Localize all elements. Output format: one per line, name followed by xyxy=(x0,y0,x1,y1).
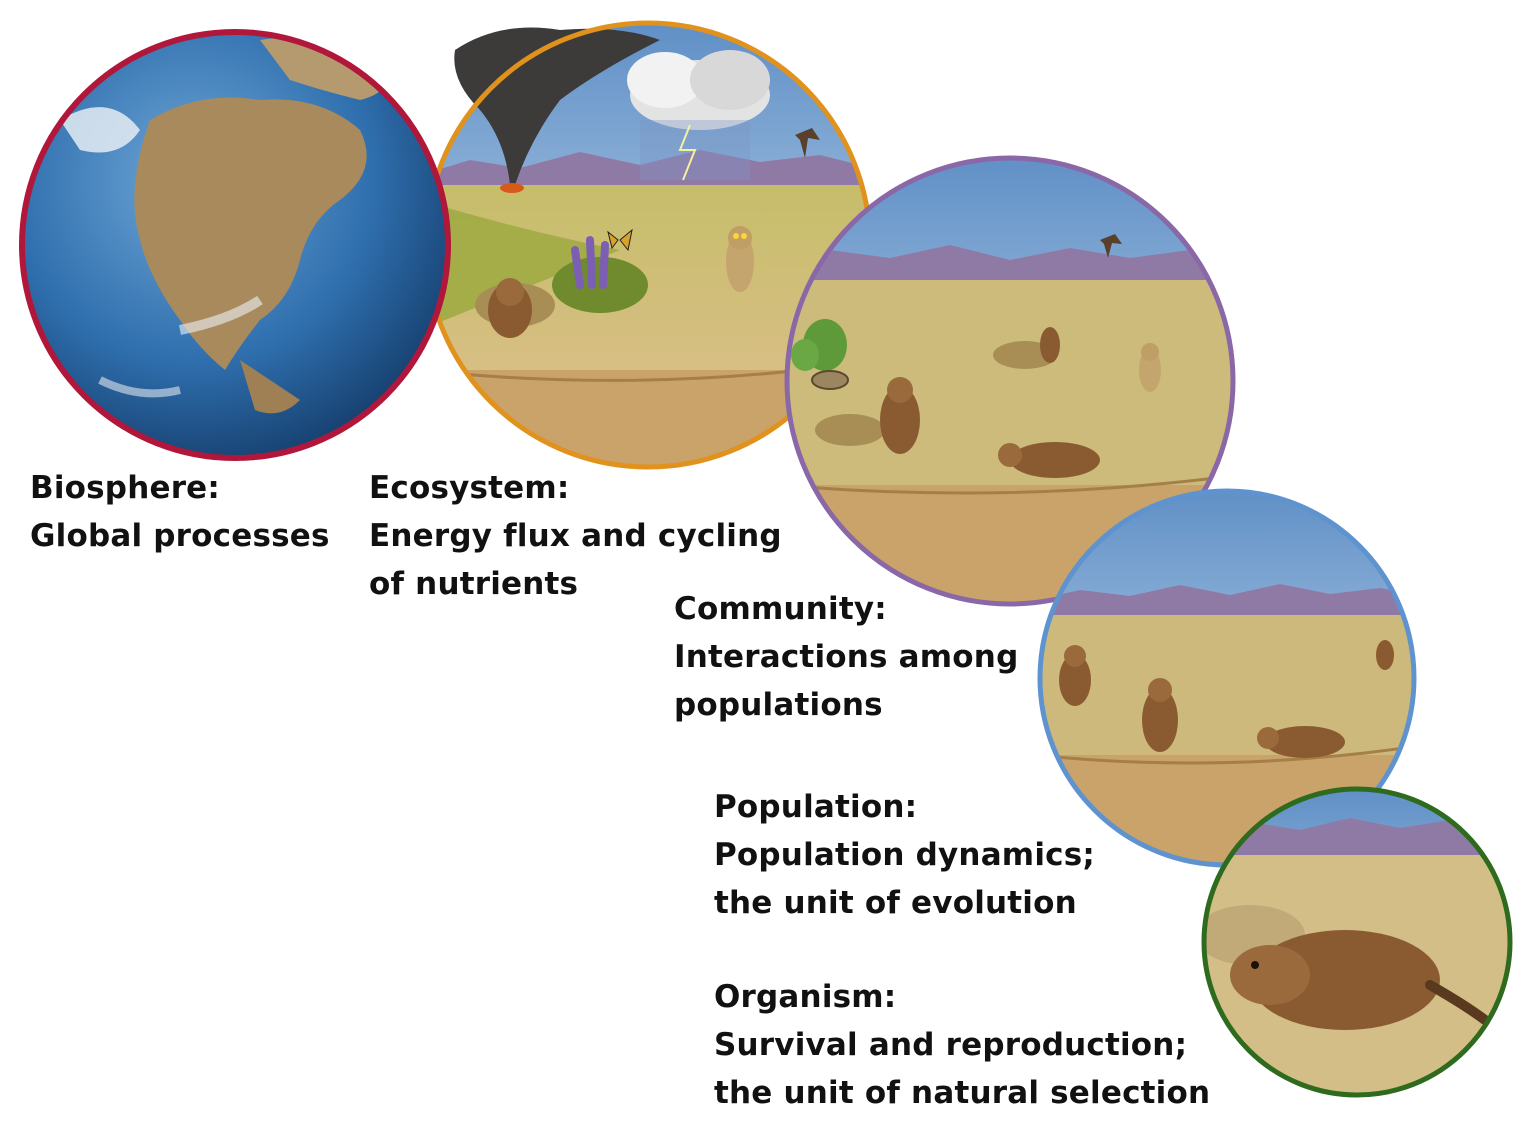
prairie-dog-icon xyxy=(880,327,1100,478)
population-title: Population: xyxy=(714,789,918,825)
hawk-icon xyxy=(1100,234,1122,258)
cactus-icon xyxy=(791,319,847,371)
biosphere-description-line-1: Global processes xyxy=(30,518,330,554)
prairie-dog-icon xyxy=(1230,930,1490,1030)
population-description-line-2: the unit of evolution xyxy=(714,885,1077,921)
organism-circle xyxy=(1201,786,1513,1098)
lupine-shrub xyxy=(552,236,648,313)
prairie-dog-icon xyxy=(488,278,532,338)
community-ring xyxy=(784,155,1236,607)
ecosystem-description-line-2: of nutrients xyxy=(369,566,579,602)
organism-description-line-1: Survival and reproduction; xyxy=(714,1027,1188,1063)
biosphere-title: Biosphere: xyxy=(30,470,220,506)
tornado-icon xyxy=(454,27,660,193)
hawk-icon xyxy=(795,128,820,158)
prairie-dog-icon xyxy=(1059,640,1394,758)
community-description-line-1: Interactions among xyxy=(674,639,1019,675)
organism-description-line-2: the unit of natural selection xyxy=(714,1075,1211,1111)
butterfly-icon xyxy=(607,228,633,252)
population-label: Population: Population dynamics; the uni… xyxy=(714,783,1095,927)
population-description-line-1: Population dynamics; xyxy=(714,837,1095,873)
storm-cloud-icon xyxy=(627,50,770,181)
community-title: Community: xyxy=(674,591,887,627)
owl-icon xyxy=(726,226,754,292)
ecosystem-description-line-1: Energy flux and cycling xyxy=(369,518,782,554)
ecosystem-title: Ecosystem: xyxy=(369,470,570,506)
organism-label: Organism: Survival and reproduction; the… xyxy=(714,973,1210,1117)
globe-icon xyxy=(60,37,387,414)
snake-icon xyxy=(811,370,849,390)
biosphere-label: Biosphere: Global processes xyxy=(30,464,330,560)
community-label: Community: Interactions among population… xyxy=(674,585,1018,729)
biosphere-ring xyxy=(19,29,451,461)
owl-icon xyxy=(1139,343,1161,392)
ecosystem-label: Ecosystem: Energy flux and cycling of nu… xyxy=(369,464,782,608)
biosphere-circle xyxy=(19,29,451,461)
organism-ring xyxy=(1201,786,1513,1098)
community-description-line-2: populations xyxy=(674,687,883,723)
organism-title: Organism: xyxy=(714,979,897,1015)
